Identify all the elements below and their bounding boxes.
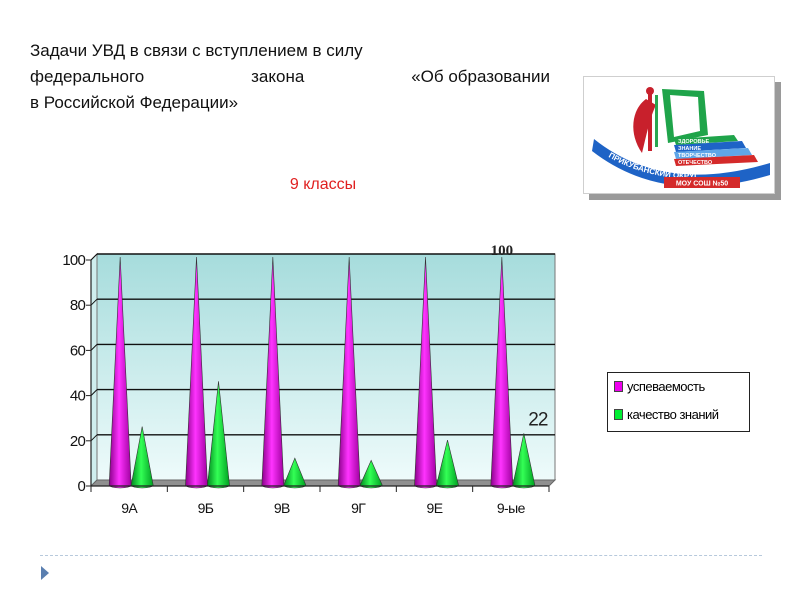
legend-swatch bbox=[614, 381, 623, 392]
logo-emblem-shape bbox=[655, 95, 658, 147]
plot-floor bbox=[89, 479, 557, 487]
footer-divider bbox=[40, 555, 762, 556]
y-tick-label: 0 bbox=[77, 478, 85, 495]
school-logo: ЗДОРОВЬЕ ЗНАНИЕ ТВОРЧЕСТВО ОТЕЧЕСТВО ПРИ… bbox=[583, 76, 775, 194]
plot-side-wall bbox=[90, 252, 98, 488]
y-tick-label: 20 bbox=[70, 433, 86, 450]
gridline bbox=[90, 389, 98, 396]
heading-line-2: федерального закона «Об образовании bbox=[30, 64, 550, 90]
legend-swatch bbox=[614, 409, 623, 420]
heading-line-1: Задачи УВД в связи с вступлением в силу bbox=[30, 38, 550, 64]
data-labels: 100 22 bbox=[491, 243, 549, 430]
slide-heading: Задачи УВД в связи с вступлением в силу … bbox=[30, 38, 550, 116]
y-tick-label: 40 bbox=[70, 388, 86, 405]
heading-text: в Российской Федерации» bbox=[30, 93, 239, 112]
axes bbox=[86, 259, 550, 492]
y-tick-label: 60 bbox=[70, 342, 86, 359]
heading-text: Задачи УВД в связи с вступлением в силу bbox=[30, 41, 363, 60]
x-tick-label: 9А bbox=[121, 500, 138, 516]
logo-band-text: ЗНАНИЕ bbox=[678, 146, 701, 152]
logo-band-text: ТВОРЧЕСТВО bbox=[678, 153, 717, 159]
legend-item-success: успеваемость bbox=[614, 379, 705, 394]
logo-school-text: МОУ СОШ №50 bbox=[676, 180, 728, 188]
x-tick-label: 9Е bbox=[427, 500, 443, 516]
plot-background bbox=[96, 253, 556, 481]
data-label: 100 bbox=[491, 243, 514, 259]
logo-emblem-shape bbox=[646, 87, 654, 95]
gridline bbox=[90, 253, 98, 261]
gridline bbox=[90, 344, 98, 351]
next-arrow-icon[interactable] bbox=[40, 565, 50, 581]
chart-legend: успеваемость качество знаний bbox=[607, 372, 750, 432]
y-tick-label: 80 bbox=[70, 297, 86, 314]
data-label: 22 bbox=[528, 409, 548, 430]
heading-text: закона bbox=[251, 67, 305, 86]
y-tick-label: 100 bbox=[62, 252, 85, 269]
gridline bbox=[90, 298, 98, 306]
chart-subtitle: 9 классы bbox=[289, 176, 357, 193]
logo-band-text: ОТЕЧЕСТВО bbox=[678, 160, 713, 166]
legend-item-quality: качество знаний bbox=[614, 407, 719, 422]
gridlines bbox=[90, 253, 555, 442]
x-tick-label: 9-ые bbox=[497, 500, 526, 516]
x-tick-label: 9Г bbox=[351, 500, 366, 516]
chart: 0 20 40 60 80 100 9А 9Б 9В 9Г 9Е 9-ые 100 22 bbox=[62, 243, 557, 516]
logo-emblem: ЗДОРОВЬЕ ЗНАНИЕ ТВОРЧЕСТВО ОТЕЧЕСТВО ПРИ… bbox=[592, 87, 770, 188]
x-tick-label: 9В bbox=[274, 500, 290, 516]
heading-text: «Об образовании bbox=[411, 67, 550, 86]
legend-label: качество знаний bbox=[627, 407, 719, 422]
logo-emblem-shape bbox=[648, 91, 652, 151]
legend-label: успеваемость bbox=[627, 379, 705, 394]
tick-labels: 0 20 40 60 80 100 9А 9Б 9В 9Г 9Е 9-ые bbox=[62, 252, 526, 516]
logo-band bbox=[674, 155, 758, 166]
x-tick-label: 9Б bbox=[198, 500, 214, 516]
logo-band bbox=[674, 135, 738, 145]
logo-band bbox=[674, 148, 752, 159]
logo-school-band bbox=[664, 177, 740, 188]
logo-ribbon bbox=[592, 139, 770, 187]
logo-band-text: ЗДОРОВЬЕ bbox=[678, 139, 709, 145]
logo-flag-shape bbox=[670, 95, 700, 137]
heading-text: федерального bbox=[30, 67, 145, 86]
logo-emblem-shape bbox=[633, 99, 656, 153]
heading-line-3: в Российской Федерации» bbox=[30, 90, 550, 116]
plot-area bbox=[89, 252, 557, 488]
logo-band bbox=[674, 141, 746, 152]
gridline bbox=[90, 434, 98, 442]
